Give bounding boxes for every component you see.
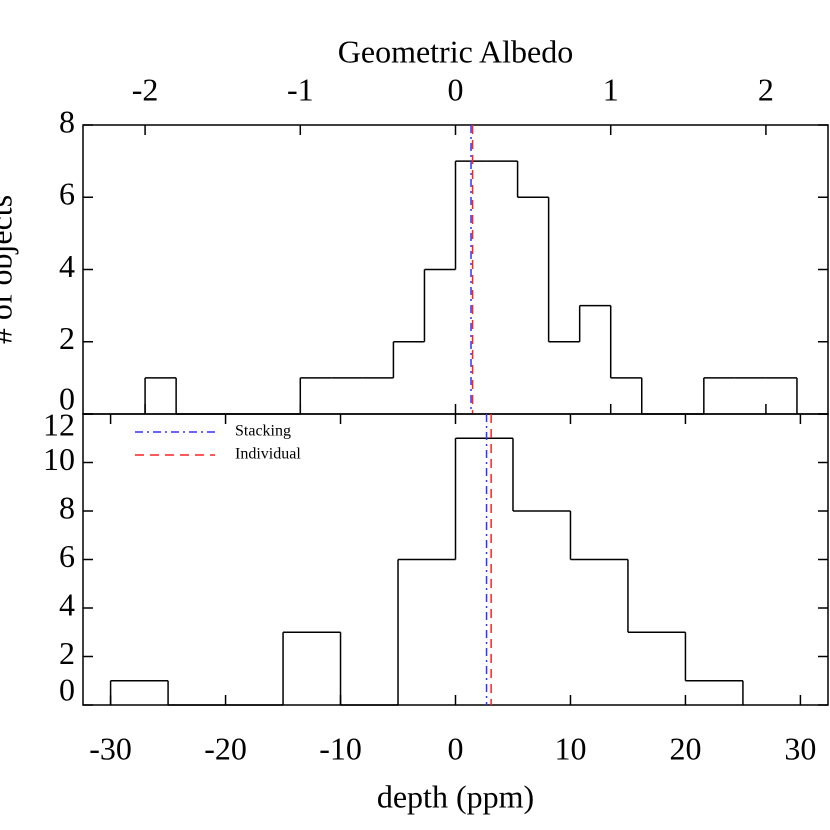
y-tick-label: 4 bbox=[59, 248, 75, 284]
x-tick-label: 30 bbox=[784, 730, 816, 766]
y-tick-label: 10 bbox=[43, 441, 75, 477]
y-axis-label: # of objects bbox=[0, 195, 18, 344]
legend-label: Individual bbox=[235, 446, 301, 463]
y-tick-label: 4 bbox=[59, 586, 75, 622]
x-tick-label: -30 bbox=[89, 730, 132, 766]
legend-label: Stacking bbox=[235, 423, 291, 440]
y-tick-label: 0 bbox=[59, 671, 75, 707]
x-tick-label: 0 bbox=[448, 71, 464, 107]
x-tick-label: 1 bbox=[603, 71, 619, 107]
y-tick-label: 8 bbox=[59, 103, 75, 139]
x-tick-label: 20 bbox=[669, 730, 701, 766]
y-tick-label: 6 bbox=[59, 538, 75, 574]
y-tick-label: 12 bbox=[43, 406, 75, 442]
y-tick-label: 0 bbox=[59, 380, 75, 416]
y-tick-label: 2 bbox=[59, 320, 75, 356]
y-tick-label: 6 bbox=[59, 176, 75, 212]
x-axis-label: Geometric Albedo bbox=[338, 33, 573, 69]
x-tick-label: 0 bbox=[448, 730, 464, 766]
x-tick-label: 2 bbox=[758, 71, 774, 107]
y-tick-label: 2 bbox=[59, 635, 75, 671]
x-tick-label: -10 bbox=[319, 730, 362, 766]
x-tick-label: -20 bbox=[204, 730, 247, 766]
y-tick-label: 8 bbox=[59, 489, 75, 525]
x-tick-label: -1 bbox=[287, 71, 314, 107]
x-tick-label: -2 bbox=[132, 71, 159, 107]
x-axis-label: depth (ppm) bbox=[377, 778, 534, 814]
x-tick-label: 10 bbox=[554, 730, 586, 766]
step-connector bbox=[109, 438, 744, 705]
